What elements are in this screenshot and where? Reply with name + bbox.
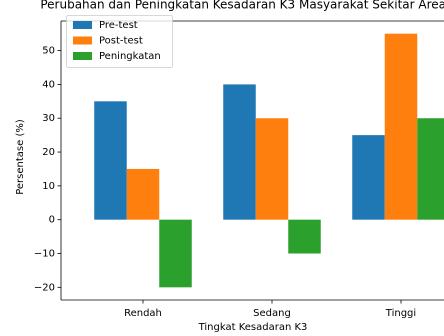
- y-tick-label: 40: [42, 79, 55, 90]
- y-tick-label: 50: [42, 46, 55, 57]
- bar-tinggi-pre-test: [352, 135, 385, 220]
- bar-tinggi-post-test: [384, 33, 418, 220]
- chart-title: Perubahan dan Peningkatan Kesadaran K3 M…: [40, 0, 444, 12]
- x-tick-label-rendah: Rendah: [124, 308, 162, 319]
- bars-layer: [94, 33, 444, 288]
- x-tick-label-sedang: Sedang: [253, 308, 291, 319]
- bar-rendah-post-test: [126, 168, 160, 220]
- ticks-layer: −20 −10 0 10 20 30 40 50 Rendah Sedang Tinggi: [34, 46, 416, 319]
- bar-sedang-peningkatan: [288, 219, 321, 254]
- bar-rendah-pre-test: [94, 101, 127, 220]
- y-tick-label: 0: [49, 215, 55, 226]
- bar-rendah-peningkatan: [159, 219, 192, 288]
- legend-frame: [66, 15, 173, 68]
- legend-swatch-post-test: [73, 36, 92, 45]
- legend: Pre-test Post-test Peningkatan: [66, 15, 173, 68]
- y-tick-label: 30: [42, 113, 55, 124]
- y-axis-label: Persentase (%): [15, 119, 26, 195]
- bar-tinggi-peningkatan: [417, 118, 444, 220]
- legend-label-peningkatan: Peningkatan: [99, 51, 161, 62]
- x-tick-label-tinggi: Tinggi: [385, 308, 416, 319]
- bar-sedang-pre-test: [223, 84, 256, 220]
- legend-swatch-peningkatan: [73, 52, 92, 60]
- x-axis-label: Tingkat Kesadaran K3: [198, 322, 308, 333]
- legend-label-post-test: Post-test: [99, 36, 143, 47]
- y-tick-label: −20: [34, 282, 55, 293]
- bar-sedang-post-test: [255, 118, 289, 220]
- legend-swatch-pre-test: [73, 21, 92, 29]
- y-tick-label: −10: [34, 249, 55, 260]
- legend-label-pre-test: Pre-test: [99, 20, 138, 31]
- y-tick-label: 10: [42, 181, 55, 192]
- y-tick-label: 20: [42, 147, 55, 158]
